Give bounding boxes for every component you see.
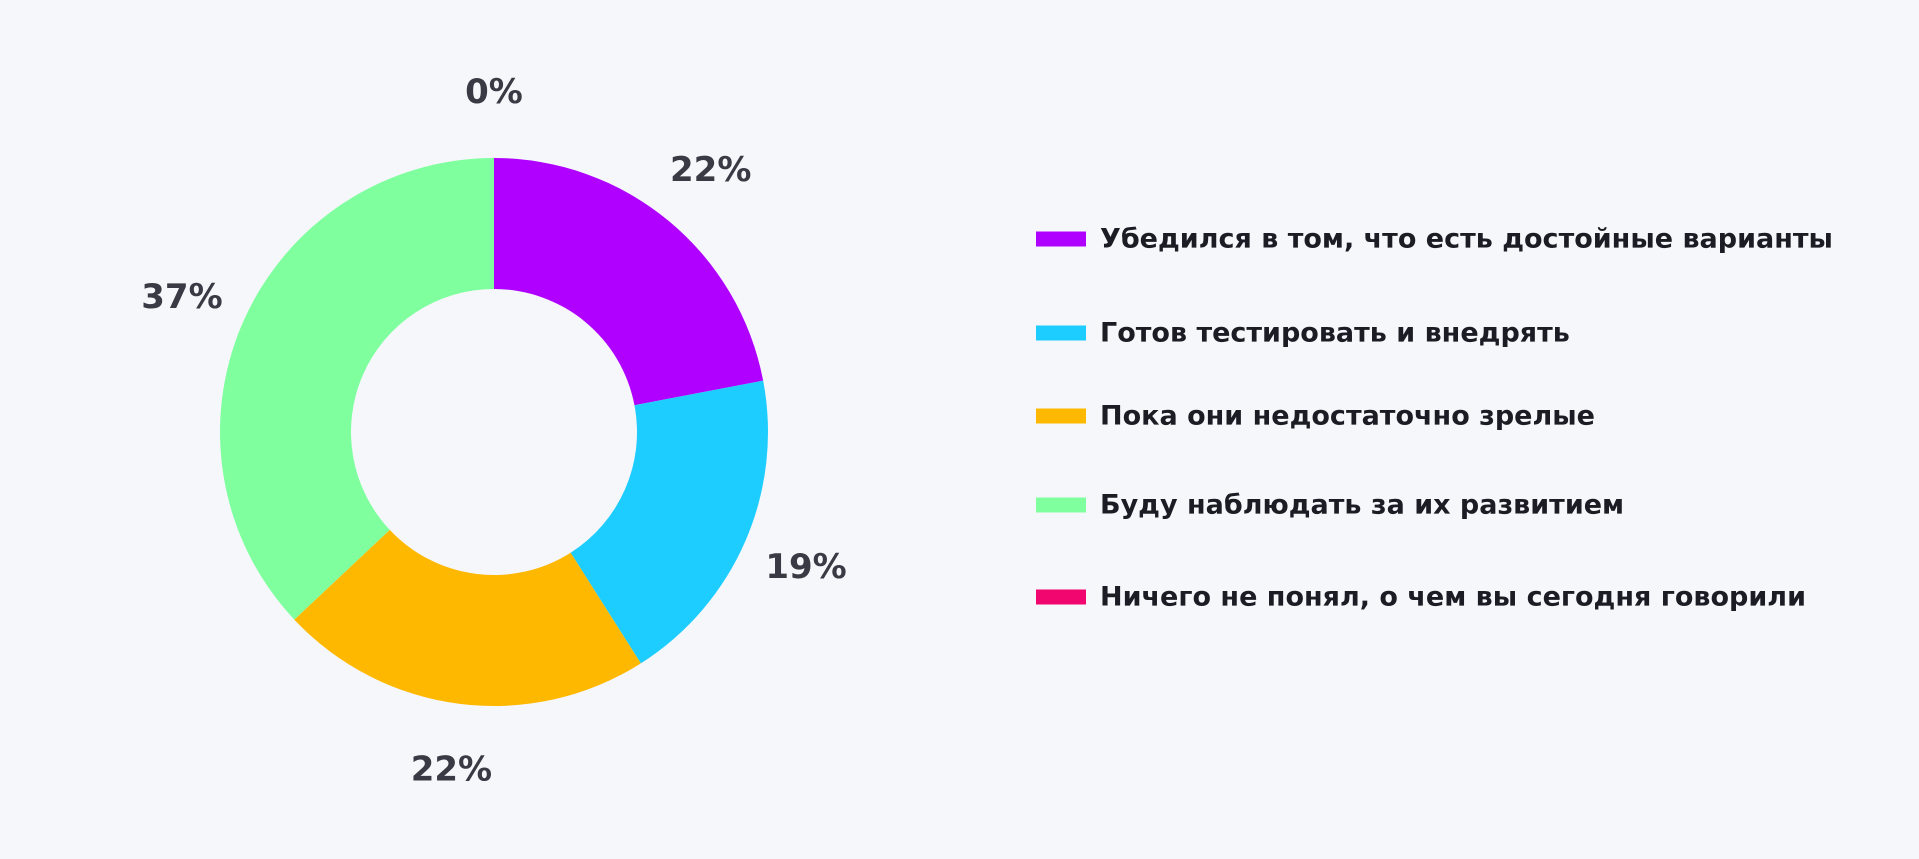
legend-swatch-5 (1036, 589, 1086, 605)
legend-swatch-4 (1036, 497, 1086, 513)
legend-item-4[interactable]: Буду наблюдать за их развитием (1036, 490, 1624, 521)
legend-label-3: Пока они недостаточно зрелые (1100, 401, 1595, 432)
slice-label-5: 0% (465, 72, 523, 112)
slice-label-1: 22% (670, 150, 751, 190)
legend-label-4: Буду наблюдать за их развитием (1100, 490, 1624, 521)
slice-labels: 22% 19% 22% 37% 0% (141, 72, 846, 789)
slice-3[interactable] (294, 529, 641, 706)
legend-swatch-3 (1036, 408, 1086, 424)
donut-slices (219, 157, 768, 706)
slice-1[interactable] (494, 158, 764, 406)
legend-swatch-2 (1036, 325, 1086, 341)
legend-item-1[interactable]: Убедился в том, что есть достойные вариа… (1036, 224, 1833, 255)
legend-label-2: Готов тестировать и внедрять (1100, 318, 1570, 349)
legend-item-3[interactable]: Пока они недостаточно зрелые (1036, 401, 1595, 432)
legend-label-5: Ничего не понял, о чем вы сегодня говори… (1100, 582, 1806, 613)
slice-2[interactable] (570, 380, 768, 664)
slice-label-2: 19% (765, 547, 846, 587)
slice-4[interactable] (219, 157, 494, 620)
slice-label-3: 22% (411, 749, 492, 789)
legend-item-2[interactable]: Готов тестировать и внедрять (1036, 318, 1570, 349)
legend-label-1: Убедился в том, что есть достойные вариа… (1100, 224, 1833, 255)
legend-item-5[interactable]: Ничего не понял, о чем вы сегодня говори… (1036, 582, 1806, 613)
legend: Убедился в том, что есть достойные вариа… (1036, 224, 1833, 613)
legend-swatch-1 (1036, 231, 1086, 247)
slice-label-4: 37% (141, 277, 222, 317)
